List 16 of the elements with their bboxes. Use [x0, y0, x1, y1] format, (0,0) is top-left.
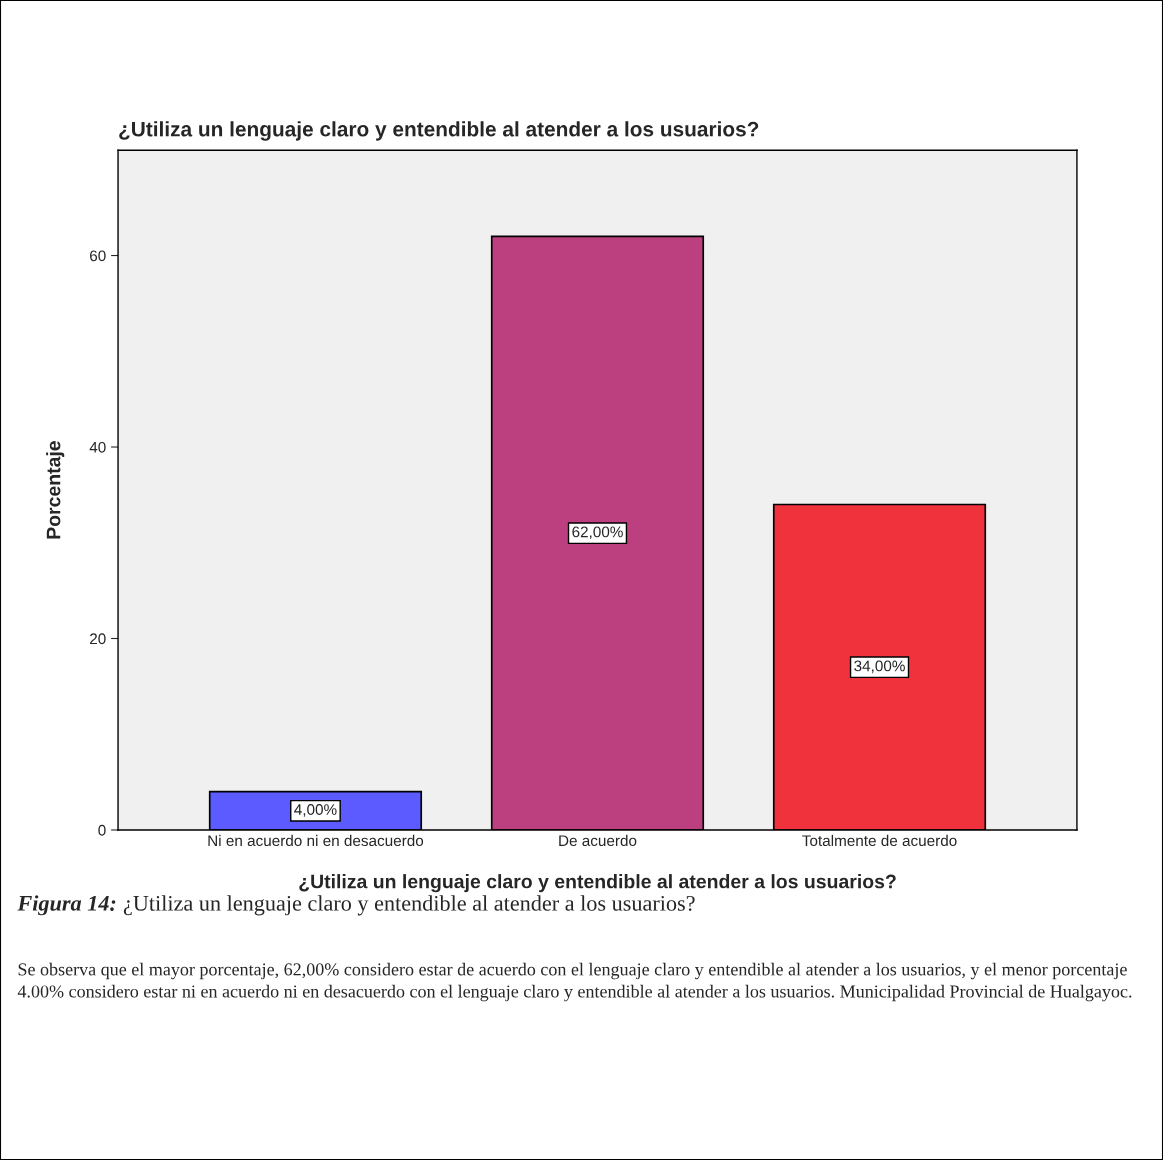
- text: Se observa que el mayor porcentaje, 62,00% considero estar de acuerdo con el lenguaje claro y entendible al atender a los usuarios, y el menor porcentaje 4.00% considero estar ni en acuerdo ni en desacuerdo con el lenguaje claro y entendible al atender a los usuarios. Municipalidad Provincial de Hualgayoc.: [17, 962, 1132, 1002]
- chart-title: ¿Utiliza un lenguaje claro y entendible al atender a los usuarios?: [119, 121, 759, 141]
- data-label: 4,00%: [294, 804, 337, 817]
- y-tick-label: 0: [98, 824, 106, 836]
- x-tick-label: De acuerdo: [559, 834, 637, 847]
- text: Figura 14:: [17, 895, 116, 916]
- y-axis-title: Porcentaje: [46, 441, 65, 539]
- y-tick-label: 20: [90, 633, 106, 645]
- x-tick-label: Ni en acuerdo ni en desacuerdo: [208, 834, 424, 847]
- data-label: 34,00%: [854, 660, 905, 674]
- x-tick-label: Totalmente de acuerdo: [802, 834, 957, 847]
- y-tick-label: 60: [90, 250, 106, 262]
- y-tick-label: 40: [89, 441, 106, 453]
- data-label: 62,00%: [572, 526, 623, 540]
- text: ¿Utiliza un lenguaje claro y entendible al atender a los usuarios?: [123, 895, 695, 916]
- x-axis-title: ¿Utiliza un lenguaje claro y entendible al atender a los usuarios?: [299, 874, 896, 893]
